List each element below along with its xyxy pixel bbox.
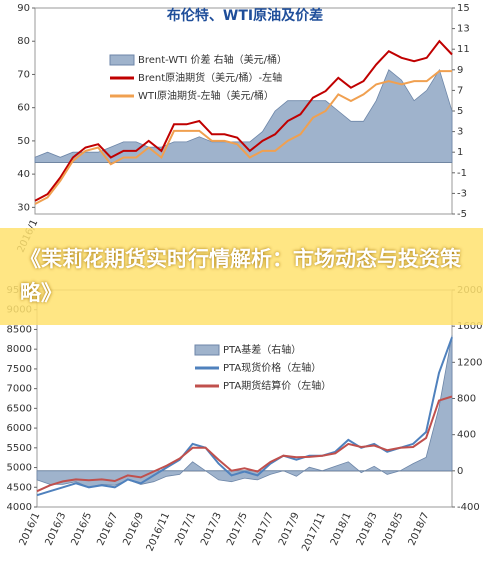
legend-label: WTI原油期货-左轴（美元/桶） — [138, 89, 274, 102]
legend-swatch — [109, 54, 135, 66]
x-tick-label: 2018/5 — [381, 511, 406, 548]
y2-tick-label: 1200 — [457, 357, 482, 368]
y-tick-label: 50 — [17, 136, 30, 147]
y-tick-label: 40 — [17, 169, 30, 180]
x-tick-label: 2017/11 — [300, 511, 328, 553]
line — [34, 70, 452, 205]
y-tick-label: 8500 — [7, 324, 32, 335]
banner: 《茉莉花期货实时行情解析：市场动态与投资策略》 — [0, 228, 483, 325]
area — [34, 68, 453, 163]
y2-tick-label: 7 — [457, 85, 463, 96]
y-tick-label: 80 — [17, 36, 30, 47]
y-tick-label: 8000 — [7, 344, 32, 355]
y-tick-label: 7500 — [7, 364, 32, 375]
y-tick-label: 6500 — [7, 403, 32, 414]
y-tick-label: 90 — [17, 3, 30, 14]
y-tick-label: 6000 — [7, 423, 32, 434]
legend-label: PTA现货价格（左轴） — [223, 361, 321, 374]
legend-swatch — [194, 344, 220, 356]
y2-tick-label: -400 — [457, 502, 480, 513]
y2-tick-label: -1 — [457, 168, 467, 179]
x-tick-label: 2017/1 — [173, 511, 198, 548]
x-tick-label: 2016/11 — [145, 511, 173, 553]
x-tick-label: 2016/7 — [95, 511, 120, 548]
y2-tick-label: -5 — [457, 209, 467, 220]
legend-label: PTA期货结算价（左轴） — [223, 379, 331, 392]
x-tick-label: 2017/3 — [199, 511, 224, 548]
legend-label: Brent原油期货（美元/桶）-左轴 — [138, 71, 282, 84]
y-tick-label: 7000 — [7, 384, 32, 395]
y2-tick-label: 1 — [457, 147, 463, 158]
y2-tick-label: -3 — [457, 188, 467, 199]
x-tick-label: 2018/3 — [355, 511, 380, 548]
y-tick-label: 4500 — [7, 482, 32, 493]
x-tick-label: 2017/9 — [277, 511, 302, 548]
y-tick-label: 70 — [17, 69, 30, 80]
y2-tick-label: 1600 — [457, 321, 482, 332]
line — [34, 39, 453, 202]
y-tick-label: 60 — [17, 103, 30, 114]
legend-label: Brent-WTI 价差 右轴（美元/桶） — [138, 53, 287, 66]
x-tick-label: 2016/9 — [121, 511, 146, 548]
line — [36, 395, 453, 493]
y2-tick-label: 9 — [457, 65, 463, 76]
y-tick-label: 30 — [17, 202, 30, 213]
y2-tick-label: 3 — [457, 127, 463, 138]
y2-tick-label: 13 — [457, 24, 470, 35]
y2-tick-label: 5 — [457, 106, 463, 117]
legend-label: PTA基差（右轴） — [223, 343, 301, 356]
y2-tick-label: 0 — [457, 466, 463, 477]
x-tick-label: 2016/5 — [69, 511, 94, 548]
y2-tick-label: 15 — [457, 3, 470, 14]
y-tick-label: 5000 — [7, 463, 32, 474]
y2-tick-label: 800 — [457, 394, 476, 405]
x-tick-label: 2018/1 — [329, 511, 354, 548]
area — [36, 335, 453, 488]
x-tick-label: 2017/7 — [251, 511, 276, 548]
x-tick-label: 2018/7 — [407, 511, 432, 548]
x-tick-label: 2017/5 — [225, 511, 250, 548]
chart-title: 布伦特、WTI原油及价差 — [167, 7, 323, 24]
y-tick-label: 4000 — [7, 502, 32, 513]
x-tick-label: 2016/3 — [44, 511, 69, 548]
x-tick-label: 2016/1 — [18, 511, 43, 548]
y-tick-label: 5500 — [7, 443, 32, 454]
y2-tick-label: 400 — [457, 430, 476, 441]
y2-tick-label: 11 — [457, 44, 470, 55]
